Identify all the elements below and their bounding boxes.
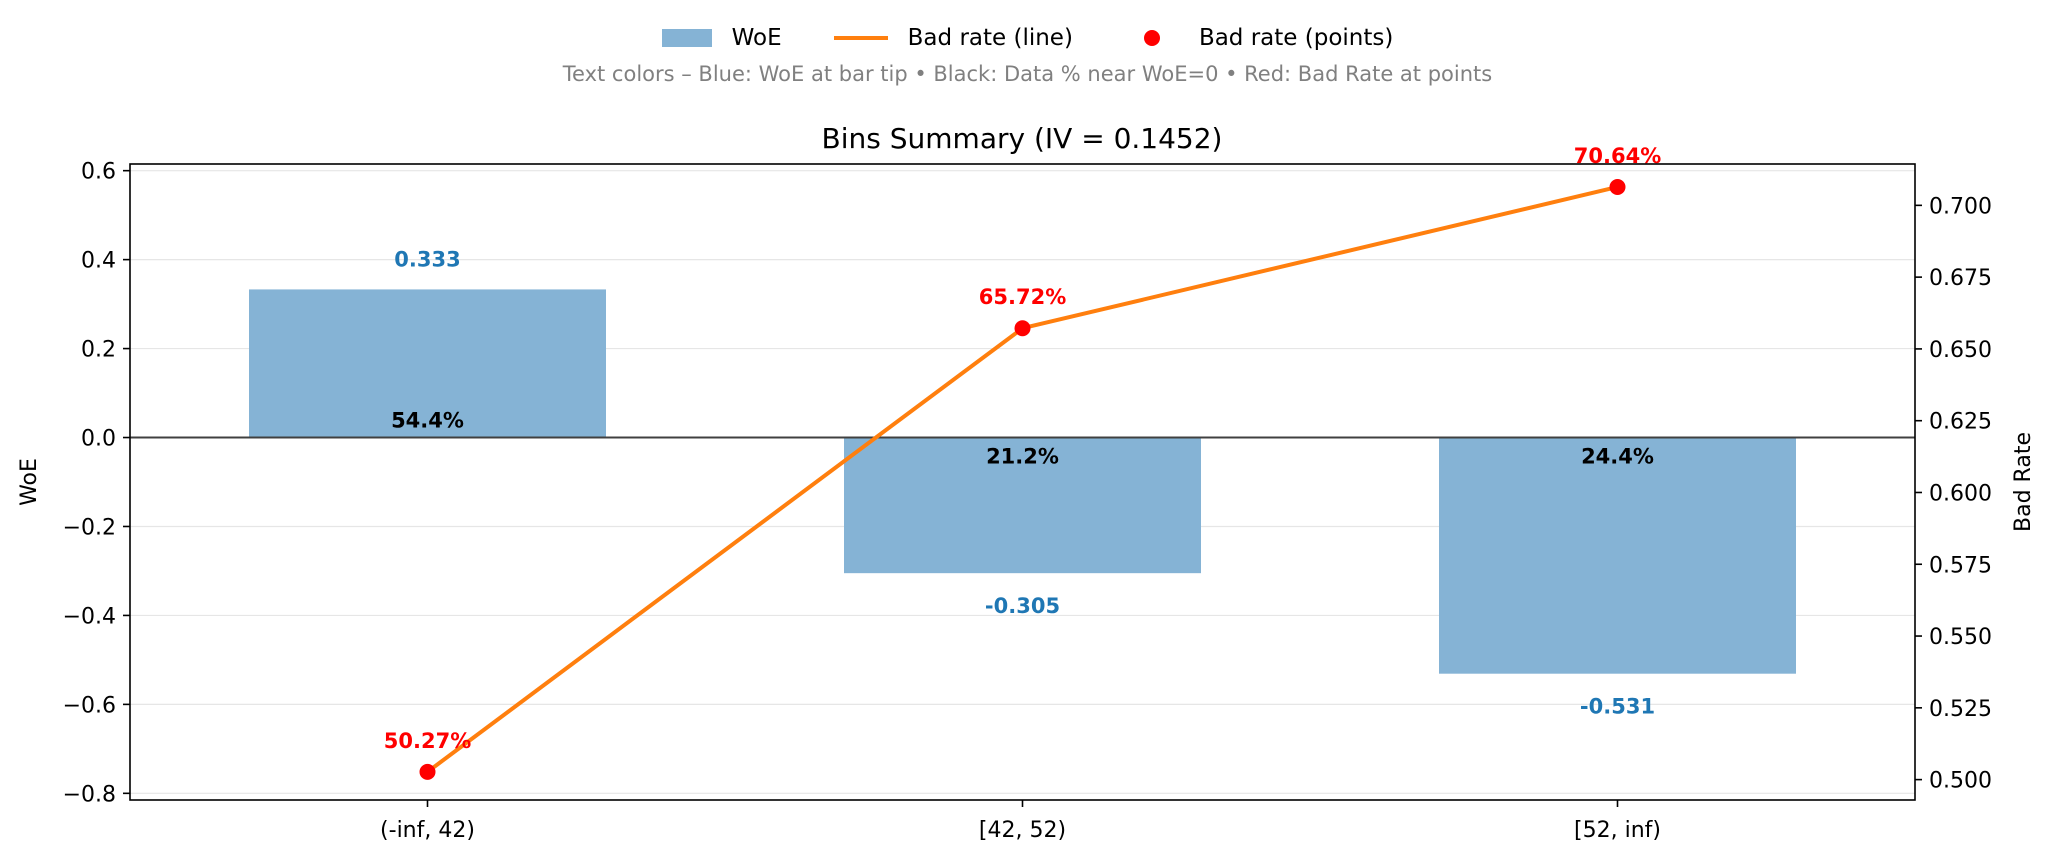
y-tick-label-left-0: −0.8 [63,782,116,807]
woe-bars [249,289,1796,674]
legend-swatch-woe [661,29,712,47]
legend-item-points: Bad rate (points) [1125,25,1393,51]
y-tick-label-left-4: 0.0 [81,427,116,452]
y-tick-label-right-5: 0.625 [1929,410,1992,435]
grid-lines [130,170,1915,794]
bad-rate-point-2 [1609,178,1626,195]
bad-rate-point-0 [419,763,436,780]
y-axis-left: −0.8 −0.6 −0.4 −0.2 0.0 0.2 0.4 0.6 [63,160,130,807]
woe-bar-0 [249,289,606,438]
y-tick-label-left-7: 0.6 [81,160,116,185]
woe-bar-2 [1439,437,1796,674]
y-tick-label-right-7: 0.675 [1929,266,1992,291]
bad-rate-point-1 [1014,320,1031,337]
chart-subtitle: Text colors – Blue: WoE at bar tip • Bla… [562,62,1493,86]
y-tick-label-right-3: 0.575 [1929,553,1992,578]
woe-value-label-2: -0.531 [1580,695,1655,719]
woe-value-label-1: -0.305 [985,594,1060,618]
x-tick-label-2: [52, inf) [1574,818,1661,843]
data-labels: 0.333 -0.305 -0.531 54.4% 21.2% 24.4% 50.27% 65… [384,144,1661,753]
woe-value-label-0: 0.333 [394,247,460,271]
legend-item-woe: WoE [661,25,782,51]
y-tick-label-right-6: 0.650 [1929,338,1992,363]
data-pct-label-2: 24.4% [1581,445,1654,469]
x-axis: (-inf, 42) [42, 52) [52, inf) [380,800,1661,843]
y-tick-label-right-2: 0.550 [1929,625,1992,650]
y-tick-label-right-8: 0.700 [1929,194,1992,219]
bad-rate-label-1: 65.72% [979,285,1066,309]
legend-swatch-line [833,36,888,40]
y-tick-label-left-3: −0.2 [63,515,116,540]
x-tick-label-1: [42, 52) [979,818,1066,843]
bad-rate-points [419,178,1626,780]
y-axis-label-left: WoE [17,458,42,506]
y-axis-label-right: Bad Rate [2011,432,2036,532]
legend-swatch-points [1125,29,1179,47]
y-tick-label-left-2: −0.4 [63,604,116,629]
bad-rate-label-0: 50.27% [384,729,471,753]
y-tick-label-left-5: 0.2 [81,338,116,363]
y-axis-right: 0.500 0.525 0.550 0.575 0.600 0.625 0.650 0.675… [1915,194,1992,794]
y-tick-label-left-1: −0.6 [63,693,116,718]
legend-label-line: Bad rate (line) [907,25,1073,51]
data-pct-label-1: 21.2% [986,445,1059,469]
data-pct-label-0: 54.4% [391,409,464,433]
legend-label-points: Bad rate (points) [1198,25,1394,51]
y-tick-label-right-4: 0.600 [1929,481,1992,506]
legend-label-woe: WoE [731,25,782,51]
x-tick-label-0: (-inf, 42) [380,818,475,843]
chart-title: Bins Summary (IV = 0.1452) [822,122,1223,155]
y-tick-label-left-6: 0.4 [81,249,116,274]
legend-item-line: Bad rate (line) [833,25,1073,51]
y-tick-label-right-1: 0.525 [1929,697,1992,722]
y-tick-label-right-0: 0.500 [1929,769,1992,794]
woe-bar-1 [844,437,1201,574]
legend: WoE Bad rate (line) Bad rate (points) [0,22,2055,54]
